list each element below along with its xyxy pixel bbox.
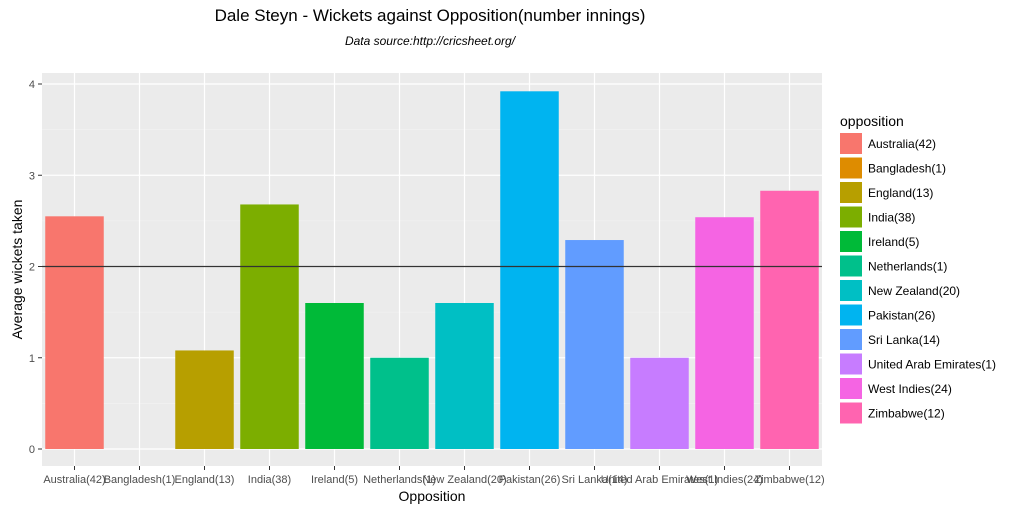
legend-key — [840, 378, 862, 399]
legend-label: Australia(42) — [868, 137, 936, 151]
chart-subtitle: Data source:http://cricsheet.org/ — [344, 34, 516, 48]
y-axis-title: Average wickets taken — [9, 200, 25, 340]
legend-key — [840, 255, 862, 277]
bar — [695, 217, 754, 449]
legend-key — [840, 304, 862, 326]
x-tick-label: England(13) — [175, 474, 235, 486]
legend-label: New Zealand(20) — [868, 284, 960, 298]
legend-key — [840, 280, 862, 301]
bar — [630, 357, 689, 449]
x-tick-label: India(38) — [248, 474, 291, 486]
legend-key — [840, 402, 862, 424]
legend-label: Netherlands(1) — [868, 260, 947, 274]
y-tick-label: 3 — [29, 170, 35, 182]
x-tick-label: Sri Lanka(14) — [561, 474, 627, 486]
legend-key — [840, 206, 862, 228]
bar — [435, 303, 494, 449]
x-tick-label: West Indies(24) — [686, 474, 763, 486]
legend-label: West Indies(24) — [868, 382, 952, 396]
x-tick-label: New Zealand(20) — [422, 474, 506, 486]
y-tick-label: 0 — [29, 444, 35, 456]
y-tick-label: 1 — [29, 353, 35, 365]
legend-label: Ireland(5) — [868, 235, 919, 249]
legend-label: Pakistan(26) — [868, 309, 935, 323]
bar — [240, 204, 299, 449]
legend-label: India(38) — [868, 211, 915, 225]
legend-key — [840, 133, 862, 154]
legend-key — [840, 353, 862, 375]
bar — [305, 303, 364, 449]
chart-title: Dale Steyn - Wickets against Opposition(… — [214, 6, 646, 25]
x-tick-label: Zimbabwe(12) — [754, 474, 824, 486]
x-tick-label: Pakistan(26) — [499, 474, 561, 486]
bar — [500, 91, 559, 450]
bar — [45, 216, 104, 449]
legend-label: United Arab Emirates(1) — [868, 358, 996, 372]
y-tick-label: 2 — [29, 262, 35, 274]
legend-key — [840, 182, 862, 203]
bar — [565, 240, 624, 449]
legend-key — [840, 329, 862, 350]
legend-label: Sri Lanka(14) — [868, 333, 940, 347]
legend-key — [840, 231, 862, 252]
x-tick-label: Ireland(5) — [311, 474, 358, 486]
bar — [370, 357, 429, 449]
legend-label: Bangladesh(1) — [868, 162, 946, 176]
legend-label: England(13) — [868, 186, 933, 200]
x-tick-label: United Arab Emirates(1) — [601, 474, 718, 486]
y-tick-label: 4 — [29, 79, 35, 91]
legend-label: Zimbabwe(12) — [868, 407, 945, 421]
legend-title: opposition — [840, 113, 904, 129]
x-tick-label: Netherlands(1) — [363, 474, 436, 486]
plot-panel — [42, 73, 822, 466]
legend-key — [840, 157, 862, 179]
bar — [760, 190, 819, 449]
x-axis-title: Opposition — [399, 488, 466, 504]
bar — [175, 350, 234, 449]
x-tick-label: Australia(42) — [43, 474, 105, 486]
x-tick-label: Bangladesh(1) — [104, 474, 176, 486]
